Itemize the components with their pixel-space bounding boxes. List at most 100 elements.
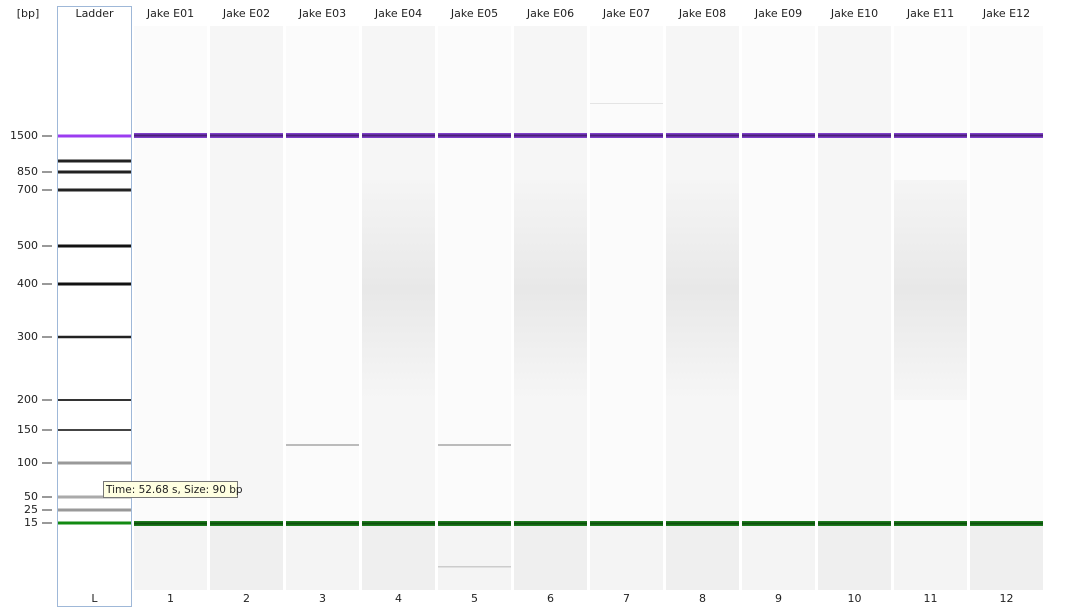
ladder-band (58, 461, 131, 465)
upper-marker (58, 134, 131, 138)
sample-lane[interactable]: Jake E10 10 (818, 7, 891, 605)
lane-header: Jake E03 (298, 7, 346, 20)
lower-marker-core (666, 522, 739, 525)
size-label: 300 (17, 330, 38, 343)
ladder-lane[interactable]: Ladder L (57, 6, 132, 607)
lower-zone (514, 526, 587, 590)
upper-marker-core (590, 134, 663, 137)
lane-label: 4 (395, 592, 402, 605)
lower-zone (590, 526, 663, 590)
lower-marker-core (438, 522, 511, 525)
smear (666, 180, 739, 400)
size-label: 50 (24, 490, 38, 503)
sample-lane[interactable]: Jake E07 7 (590, 7, 663, 605)
ladder-band (58, 244, 131, 248)
lane-header: Jake E05 (450, 7, 498, 20)
lane-header: Ladder (75, 7, 114, 20)
size-label: 100 (17, 456, 38, 469)
ladder-band (58, 399, 131, 401)
lower-marker-core (134, 522, 207, 525)
ladder-band (58, 495, 131, 499)
lower-marker-core (590, 522, 663, 525)
smear (894, 180, 967, 400)
lower-marker-core (362, 522, 435, 525)
upper-marker-core (742, 134, 815, 137)
size-label: 500 (17, 239, 38, 252)
lower-zone (742, 526, 815, 590)
sample-band (438, 566, 511, 568)
sample-lane[interactable]: Jake E02 2 (210, 7, 283, 605)
smear (514, 180, 587, 400)
size-label: 850 (17, 165, 38, 178)
lower-marker-core (742, 522, 815, 525)
sample-lane[interactable]: Jake E03 3 (286, 7, 359, 605)
sample-lane[interactable]: Jake E01 1 (134, 7, 207, 605)
size-label: 150 (17, 423, 38, 436)
ladder-band (58, 282, 131, 286)
sample-band (590, 103, 663, 104)
lower-zone (970, 526, 1043, 590)
upper-marker-core (514, 134, 587, 137)
ladder-band (58, 429, 131, 431)
sample-band (286, 444, 359, 446)
lower-zone (666, 526, 739, 590)
ladder-outline (57, 6, 132, 607)
sample-lane[interactable]: Jake E11 11 (894, 7, 967, 605)
lane-label: L (91, 592, 98, 605)
lower-marker-core (970, 522, 1043, 525)
lane-header: Jake E01 (146, 7, 194, 20)
upper-marker-core (818, 134, 891, 137)
size-label: 15 (24, 516, 38, 529)
ladder-band (58, 508, 131, 512)
lane-label: 5 (471, 592, 478, 605)
lane-label: 10 (848, 592, 862, 605)
size-label: 25 (24, 503, 38, 516)
lane-label: 1 (167, 592, 174, 605)
lane-header: Jake E06 (526, 7, 574, 20)
sample-band (438, 444, 511, 446)
sample-lane[interactable]: Jake E06 6 (514, 7, 587, 605)
size-label: 400 (17, 277, 38, 290)
lane-header: Jake E11 (906, 7, 954, 20)
lane-background (58, 26, 131, 590)
lane-label: 7 (623, 592, 630, 605)
sample-lane[interactable]: Jake E09 9 (742, 7, 815, 605)
lower-zone (362, 526, 435, 590)
lane-label: 11 (924, 592, 938, 605)
upper-marker-core (286, 134, 359, 137)
size-label: 200 (17, 393, 38, 406)
lower-marker-core (818, 522, 891, 525)
lane-label: 2 (243, 592, 250, 605)
lane-background (286, 26, 359, 590)
lower-zone (438, 526, 511, 590)
lane-header: Jake E10 (830, 7, 878, 20)
ladder-band (58, 170, 131, 174)
upper-marker-core (362, 134, 435, 137)
lane-header: Jake E08 (678, 7, 726, 20)
tooltip-text: Time: 52.68 s, Size: 90 bp (105, 484, 243, 496)
sample-lane[interactable]: Jake E05 5 (438, 7, 511, 605)
lane-label: 12 (1000, 592, 1014, 605)
tooltip-box (103, 481, 238, 498)
upper-marker-core (134, 134, 207, 137)
upper-marker-core (666, 134, 739, 137)
upper-marker-core (970, 134, 1043, 137)
lane-background (438, 26, 511, 590)
size-label: 1500 (10, 129, 38, 142)
lower-zone (894, 526, 967, 590)
lane-label: 3 (319, 592, 326, 605)
upper-marker-core (210, 134, 283, 137)
sample-lane[interactable]: Jake E08 8 (666, 7, 739, 605)
ladder-band (58, 188, 131, 192)
lane-background (210, 26, 283, 590)
lower-marker-core (514, 522, 587, 525)
sample-lane[interactable]: Jake E04 4 (362, 7, 435, 605)
lane-header: Jake E07 (602, 7, 650, 20)
lane-background (818, 26, 891, 590)
lower-marker (58, 521, 131, 525)
sample-lane[interactable]: Jake E12 12 (970, 7, 1043, 605)
lane-background (742, 26, 815, 590)
lower-zone (818, 526, 891, 590)
lower-marker-core (210, 522, 283, 525)
